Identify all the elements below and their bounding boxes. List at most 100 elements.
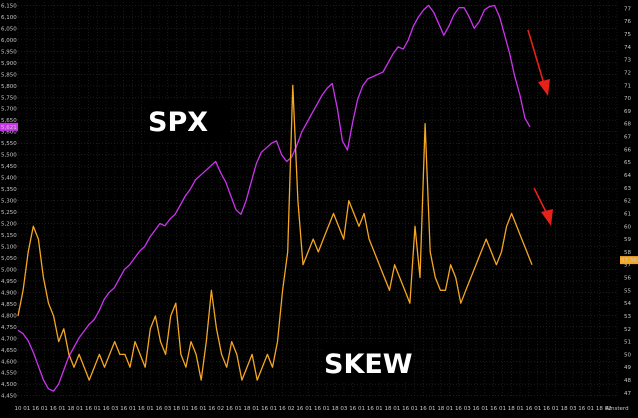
x-tick-label: 16 [103, 406, 110, 412]
x-tick-label: 01 [59, 406, 66, 412]
x-tick-label: 02 [288, 406, 295, 412]
right-tick-label: 61 [624, 211, 631, 217]
markers [527, 29, 553, 226]
x-tick-label: 16 [349, 406, 356, 412]
x-tick-label: 01 [252, 406, 259, 412]
x-tick-label: 01 [270, 406, 277, 412]
right-tick-label: 56 [624, 276, 631, 282]
left-tick-label: 5,350 [1, 187, 17, 193]
right-tick-label: 48 [624, 378, 631, 384]
right-tick-label: 52 [624, 327, 631, 333]
x-tick-label: 16 [490, 406, 497, 412]
x-tick-label: 01 [147, 406, 154, 412]
left-tick-label: 5,150 [1, 233, 17, 239]
left-tick-label: 4,450 [1, 394, 17, 400]
x-tick-label: 16 [525, 406, 532, 412]
x-tick-label: 18 [384, 406, 391, 412]
left-tick-label: 5,900 [1, 61, 17, 67]
right-tick-label: 47 [624, 391, 631, 397]
left-tick-label: 6,050 [1, 26, 17, 32]
x-tick-label: 16 [296, 406, 303, 412]
left-tick-label: 5,600 [1, 130, 17, 136]
x-tick-label: 01 [393, 406, 400, 412]
x-tick-label: 16 [138, 406, 145, 412]
right-tick-label: 74 [624, 45, 631, 51]
x-tick-label: 16 [120, 406, 127, 412]
right-tick-label: 69 [624, 109, 631, 115]
x-tick-label: 01 [235, 406, 242, 412]
right-tick-label: 59 [624, 237, 631, 243]
red-arrow-icon [538, 79, 550, 96]
left-tick-label: 5,950 [1, 49, 17, 55]
right-tick-label: 54 [624, 301, 631, 307]
skew-current-flag [620, 256, 638, 265]
left-tick-label: 4,600 [1, 359, 17, 365]
x-tick-label: 02 [217, 406, 224, 412]
x-tick-label: 01 [305, 406, 312, 412]
x-tick-label: 16 [420, 406, 427, 412]
spx-current-value: 5,621 [1, 125, 17, 131]
x-tick-label: 16 [473, 406, 480, 412]
left-tick-label: 5,250 [1, 210, 17, 216]
x-tick-label: 16 [543, 406, 550, 412]
x-tick-label: 16 [367, 406, 374, 412]
skew-label: SKEW [324, 349, 413, 380]
right-tick-label: 77 [624, 6, 631, 12]
x-tick-label: 16 [32, 406, 39, 412]
x-tick-label: 16 [191, 406, 198, 412]
right-tick-label: 50 [624, 352, 631, 358]
left-tick-label: 5,100 [1, 244, 17, 250]
right-tick-label: 68 [624, 122, 631, 128]
left-tick-label: 4,700 [1, 336, 17, 342]
x-tick-label: 01 [129, 406, 136, 412]
value-flags: 5,621 57.36 [0, 122, 638, 265]
skew-series-line [17, 84, 533, 381]
left-tick-label: 5,800 [1, 84, 17, 90]
x-tick-label: 16 [50, 406, 57, 412]
red-arrow-icon [527, 29, 545, 85]
x-tick-label: 18 [596, 406, 603, 412]
x-tick-label: 10 [15, 406, 22, 412]
right-tick-label: 55 [624, 288, 631, 294]
left-tick-label: 4,950 [1, 279, 17, 285]
skew-current-value: 57.36 [621, 258, 637, 264]
x-tick-label: 01 [429, 406, 436, 412]
x-tick-label: 16 [85, 406, 92, 412]
spx-label: SPX [148, 107, 208, 138]
right-tick-label: 57 [624, 263, 631, 269]
left-tick-label: 5,050 [1, 256, 17, 262]
x-tick-label: 18 [437, 406, 444, 412]
x-tick-label: 01 [199, 406, 206, 412]
x-tick-label: 16 [208, 406, 215, 412]
left-tick-label: 6,100 [1, 15, 17, 21]
right-tick-label: 73 [624, 58, 631, 64]
left-tick-label: 5,450 [1, 164, 17, 170]
x-tick-label: 01 [323, 406, 330, 412]
x-tick-label: 03 [464, 406, 471, 412]
x-tick-label: 01 [23, 406, 30, 412]
left-tick-label: 5,200 [1, 222, 17, 228]
left-tick-label: 6,000 [1, 38, 17, 44]
right-tick-label: 76 [624, 19, 631, 25]
right-axis: 77 76 75 74 73 72 71 70 69 68 67 66 65 64 63 62 61 60 59 58… [624, 6, 631, 396]
right-tick-label: 66 [624, 147, 631, 153]
x-tick-label: 01 [534, 406, 541, 412]
x-tick-label: 16 [578, 406, 585, 412]
x-tick-label: 01 [358, 406, 365, 412]
x-tick-label: 16 [155, 406, 162, 412]
left-tick-label: 5,000 [1, 267, 17, 273]
left-tick-label: 5,500 [1, 153, 17, 159]
right-tick-label: 72 [624, 70, 631, 76]
right-tick-label: 62 [624, 199, 631, 205]
x-tick-label: 16 [226, 406, 233, 412]
skew-label-box [322, 343, 412, 381]
x-tick-label: 18 [173, 406, 180, 412]
x-tick-label: 03 [111, 406, 118, 412]
x-tick-label: 18 [332, 406, 339, 412]
left-tick-label: 5,300 [1, 199, 17, 205]
left-tick-label: 4,550 [1, 371, 17, 377]
x-tick-label: 03 [340, 406, 347, 412]
right-tick-label: 64 [624, 173, 631, 179]
right-tick-label: 70 [624, 96, 631, 102]
right-tick-label: 75 [624, 32, 631, 38]
